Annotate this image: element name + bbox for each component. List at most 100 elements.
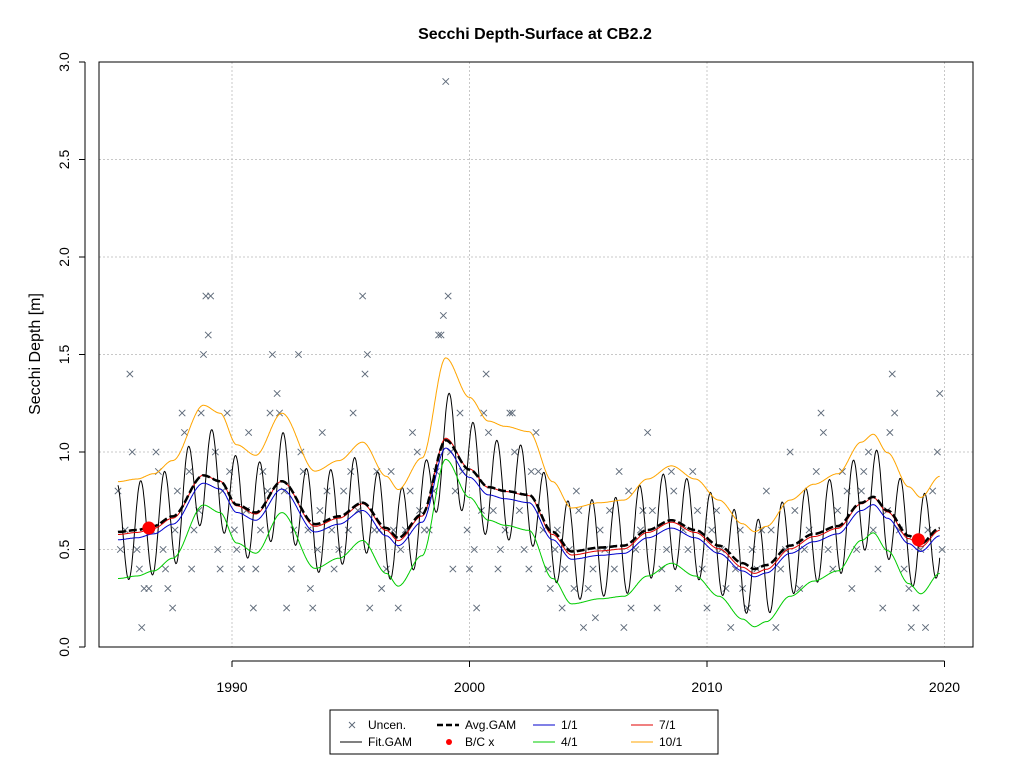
uncen-point	[525, 565, 533, 573]
uncen-point	[344, 526, 352, 534]
y-tick-label: 1.0	[56, 442, 72, 462]
uncen-point	[283, 604, 291, 612]
legend-bc-symbol	[446, 739, 452, 745]
uncen-point	[245, 428, 253, 437]
uncen-point	[489, 506, 497, 515]
uncen-point	[648, 506, 656, 515]
legend-s7-label: 7/1	[659, 718, 676, 732]
uncen-point	[171, 526, 179, 534]
plot-frame	[98, 61, 974, 648]
y-tick-label: 1.5	[56, 345, 72, 365]
uncen-point	[361, 370, 369, 378]
uncen-point	[233, 545, 241, 554]
uncen-point	[812, 467, 820, 476]
uncen-point	[394, 604, 402, 612]
uncen-point	[506, 409, 514, 417]
uncen-point	[907, 623, 915, 632]
uncen-point	[727, 623, 735, 632]
uncen-point	[463, 526, 471, 534]
uncen-point	[449, 565, 457, 573]
uncen-point	[817, 409, 825, 417]
uncen-point	[534, 467, 542, 476]
uncen-point	[527, 467, 535, 476]
uncen-point	[406, 487, 414, 495]
uncen-point	[546, 584, 554, 593]
grid-lines	[99, 61, 973, 648]
uncen-point	[204, 331, 212, 339]
uncen-point	[437, 331, 445, 339]
uncen-point	[615, 467, 623, 476]
uncen-point	[653, 604, 661, 612]
uncen-point	[570, 584, 578, 593]
uncen-point	[249, 604, 257, 612]
uncen-point	[791, 506, 799, 515]
uncen-point	[309, 604, 317, 612]
x-tick-label: 2020	[929, 679, 960, 695]
uncen-point	[425, 526, 433, 534]
uncen-point	[259, 467, 267, 476]
uncen-point	[658, 565, 666, 573]
uncen-point	[188, 565, 196, 573]
uncen-point	[335, 545, 343, 554]
uncen-point	[133, 545, 141, 554]
uncen-point	[207, 292, 215, 300]
uncen-point	[929, 487, 937, 495]
uncen-point	[496, 545, 504, 554]
uncen-point	[708, 526, 716, 534]
uncen-point	[294, 350, 303, 359]
uncen-point	[511, 448, 519, 456]
uncen-point	[860, 467, 868, 476]
uncen-point	[786, 448, 794, 456]
uncen-point	[684, 545, 692, 554]
uncen-point	[933, 448, 941, 456]
uncen-point	[848, 584, 856, 593]
uncen-point	[145, 584, 153, 593]
series-4-1-line	[118, 458, 940, 628]
uncen-point	[413, 448, 421, 456]
uncen-point	[936, 389, 944, 398]
y-tick-label: 0.0	[56, 637, 72, 657]
uncen-point	[397, 545, 405, 554]
uncen-point	[731, 565, 740, 573]
uncen-point	[484, 428, 493, 437]
uncen-point	[722, 584, 730, 593]
uncen-point	[494, 565, 502, 573]
uncen-point	[584, 584, 592, 593]
y-tick-label: 2.5	[56, 150, 72, 170]
y-tick-label: 0.5	[56, 540, 72, 560]
uncen-point	[886, 428, 894, 437]
uncen-point	[663, 545, 671, 554]
x-tick-label: 1990	[216, 679, 247, 695]
uncen-point	[128, 448, 136, 456]
y-tick-label: 3.0	[56, 52, 72, 72]
uncen-point	[625, 487, 633, 495]
uncen-point	[354, 506, 362, 515]
uncen-point	[482, 370, 490, 378]
uncen-point	[359, 292, 367, 300]
y-axis-label: Secchi Depth [m]	[27, 293, 44, 415]
uncen-point	[164, 584, 172, 593]
uncen-point	[197, 409, 205, 417]
uncen-point	[560, 565, 569, 573]
uncen-point	[838, 467, 846, 476]
uncen-point	[178, 409, 186, 417]
uncen-point	[256, 526, 265, 534]
uncen-point	[230, 526, 238, 534]
uncen-point	[900, 565, 908, 573]
uncen-point	[551, 545, 559, 554]
uncen-point	[275, 409, 284, 417]
uncen-point	[169, 604, 177, 612]
uncen-point	[874, 565, 882, 573]
fit-gam-line	[117, 392, 941, 614]
uncen-point	[891, 409, 899, 417]
uncen-point	[667, 467, 675, 476]
uncen-point	[558, 604, 566, 612]
avg-gam-line	[117, 439, 941, 571]
uncen-point	[268, 350, 276, 359]
uncen-point	[693, 506, 702, 515]
uncen-point	[389, 526, 398, 534]
x-tick-label: 2000	[454, 679, 485, 695]
uncen-point	[451, 487, 459, 495]
uncen-point	[644, 428, 652, 437]
